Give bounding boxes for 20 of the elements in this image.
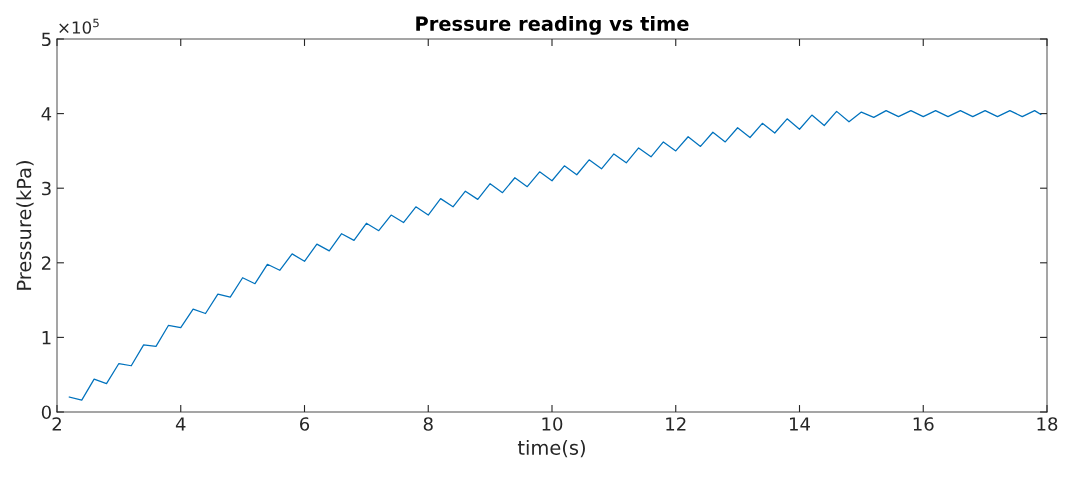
x-tick-label: 18 [1037, 417, 1058, 431]
y-tick-label: 3 [42, 181, 51, 196]
chart-title: Pressure reading vs time [416, 15, 689, 35]
x-tick-label: 2 [52, 417, 61, 431]
line-series [68, 109, 1042, 401]
y-axis-title: Pressure(kPa) [16, 161, 34, 290]
x-tick-label: 6 [300, 417, 310, 431]
y-tick-label: 4 [41, 107, 52, 121]
y-tick-label: 0 [41, 405, 51, 420]
y-tick-label: 1 [42, 331, 51, 345]
x-tick-label: 16 [913, 417, 934, 431]
x-tick-label: 12 [666, 417, 686, 431]
y-tick-label: 2 [41, 256, 51, 270]
y-tick-label: 5 [42, 32, 51, 47]
x-axis-title: time(s) [517, 439, 585, 458]
x-tick-label: 8 [423, 417, 433, 431]
text: ×10$^{5}$ [59, 18, 99, 34]
x-tick-label: 4 [175, 417, 186, 431]
x-tick-label: 10 [542, 417, 563, 431]
x-tick-label: 14 [790, 417, 810, 431]
